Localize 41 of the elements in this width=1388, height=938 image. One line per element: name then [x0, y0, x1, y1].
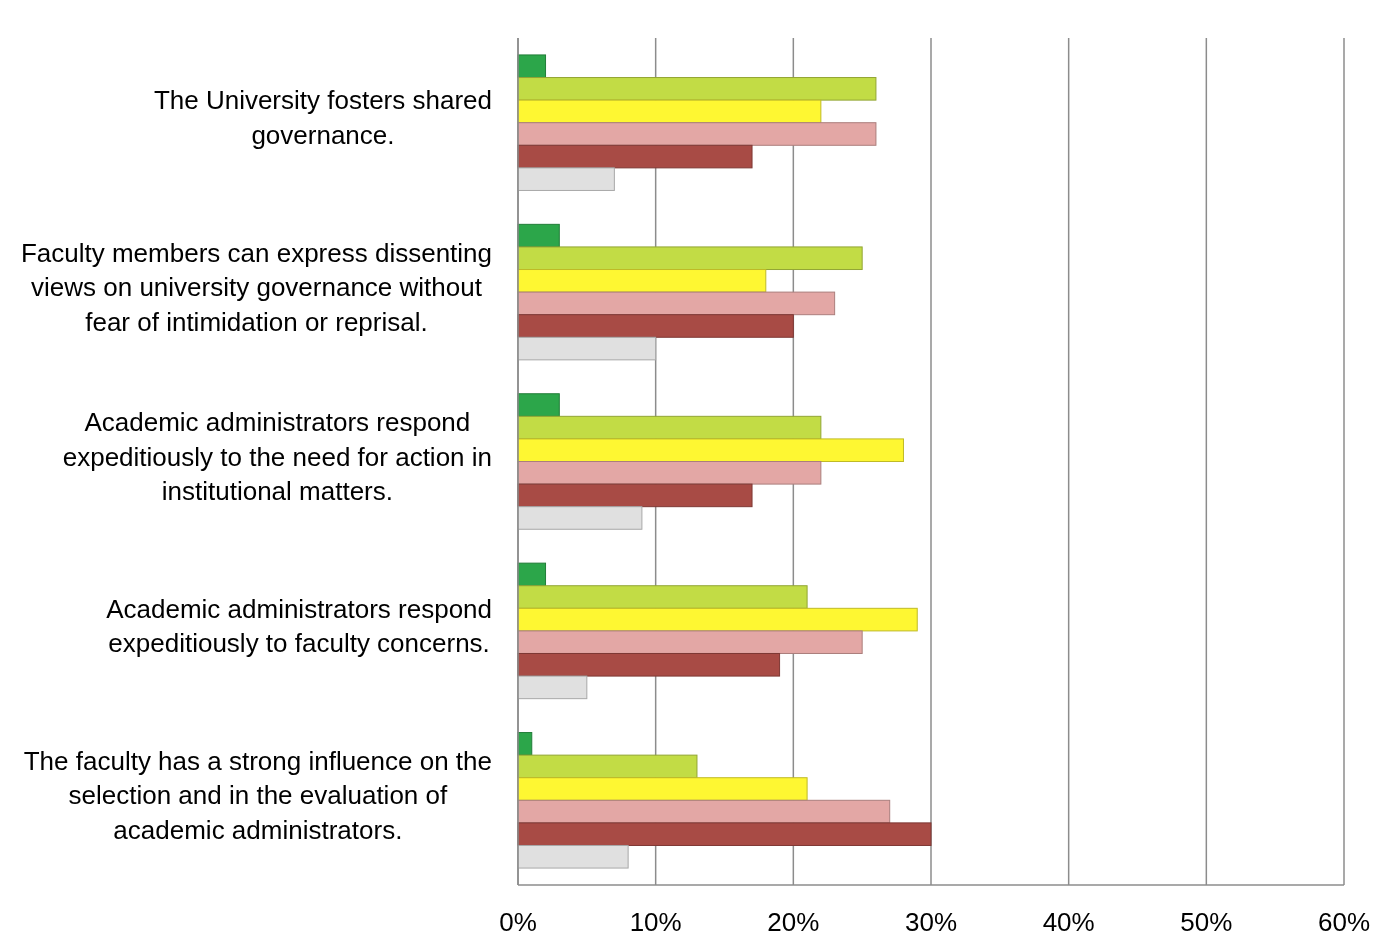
bar — [517, 336, 657, 361]
y-tick-label: Academic administrators respond expeditiously to faculty concerns. — [106, 593, 492, 659]
bar — [517, 844, 629, 869]
x-tick-label: 60% — [1317, 907, 1371, 937]
x-tick-label: 40% — [1042, 907, 1095, 937]
bar — [517, 415, 822, 440]
x-tick-label: 50% — [1180, 907, 1233, 937]
bar — [517, 675, 588, 700]
y-tick-label: The faculty has a strong influence on the selection and in the evaluation of academic administrators. — [23, 745, 492, 845]
bar — [517, 822, 932, 846]
y-tick-label: Faculty members can express dissenting views on university governance without fear of intimidation or reprisal. — [20, 237, 492, 337]
bar — [517, 144, 753, 169]
x-tick-label: 10% — [629, 907, 682, 937]
bar — [517, 506, 643, 530]
y-tick-label: Academic administrators respond expeditiously to the need for action in institutional matters. — [62, 407, 492, 506]
bar — [517, 393, 560, 417]
bar — [517, 54, 547, 79]
bar — [517, 314, 794, 338]
bar — [517, 99, 822, 124]
bar — [517, 461, 822, 485]
bar — [517, 799, 891, 824]
bar — [517, 777, 808, 801]
bar — [517, 630, 863, 654]
bar — [517, 246, 863, 271]
x-tick-label: 30% — [904, 907, 958, 937]
bar — [517, 585, 808, 609]
bar — [517, 223, 560, 248]
bar — [517, 291, 836, 316]
x-tick-label: 0% — [499, 907, 537, 937]
bar — [517, 562, 547, 587]
x-tick-label: 20% — [767, 907, 820, 937]
bar — [517, 652, 781, 677]
bar — [517, 438, 904, 462]
y-tick-label: The University fosters shared governance. — [153, 85, 493, 150]
bar — [517, 269, 767, 293]
bar — [517, 483, 753, 508]
bar — [517, 167, 615, 191]
bar — [517, 607, 918, 632]
bar — [517, 122, 877, 146]
bar — [517, 77, 877, 101]
bar — [517, 754, 698, 779]
